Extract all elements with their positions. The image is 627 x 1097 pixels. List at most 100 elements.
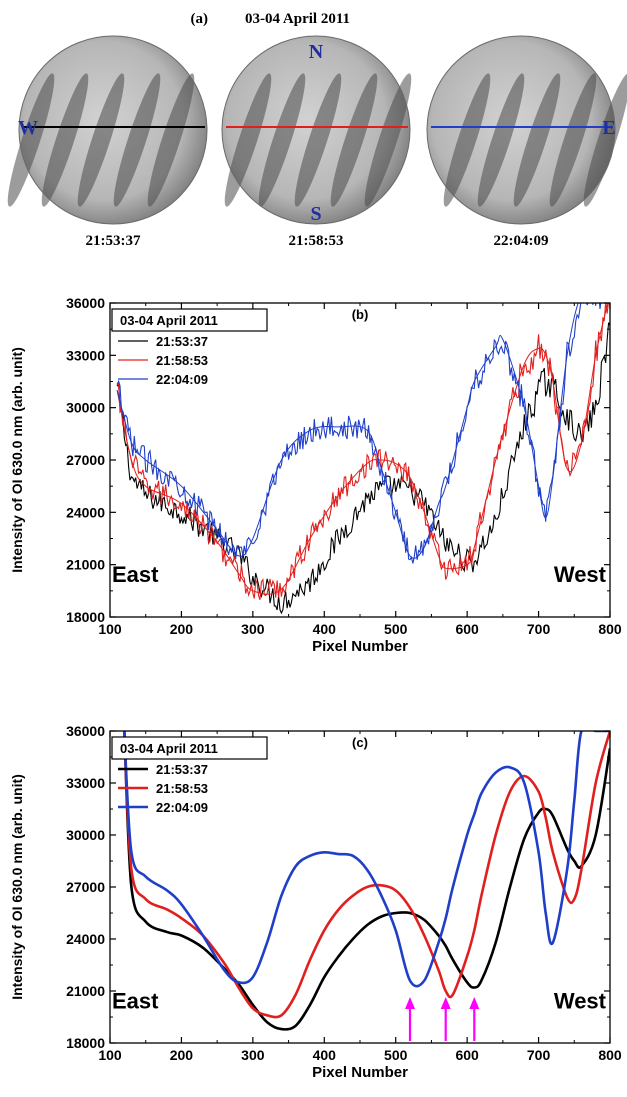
- airglow-band: [77, 73, 125, 207]
- y-tick-label: 24000: [66, 931, 105, 947]
- x-axis-label: Pixel Number: [312, 1064, 408, 1081]
- all-sky-images: [7, 35, 627, 225]
- direction-north: N: [309, 41, 324, 63]
- legend-entry: 21:58:53: [156, 353, 208, 368]
- airglow-band: [147, 73, 195, 207]
- annotation-west: West: [554, 562, 607, 587]
- y-tick-label: 18000: [66, 1035, 105, 1051]
- y-axis-label: Intensity of OI 630.0 nm (arb. unit): [9, 774, 25, 1000]
- x-tick-label: 500: [384, 621, 408, 637]
- legend-entry: 21:58:53: [156, 781, 208, 796]
- plot-area: [116, 303, 610, 615]
- x-tick-label: 700: [527, 621, 551, 637]
- series-21:58:53: [116, 303, 609, 600]
- direction-west: W: [18, 117, 38, 139]
- y-tick-label: 27000: [66, 452, 105, 468]
- x-tick-label: 600: [455, 1047, 479, 1063]
- sky-border: [426, 35, 616, 225]
- series-fit-line: [116, 303, 579, 559]
- panel-label: (c): [352, 735, 368, 750]
- panel-a-label: (a): [191, 11, 209, 27]
- legend: 03-04 April 2011 21:53:37 21:58:53 22:04:09: [111, 308, 268, 387]
- airglow-band: [7, 73, 55, 207]
- airglow-band: [477, 73, 525, 207]
- minimum-arrow: [440, 997, 451, 1041]
- series-22:04:09: [116, 303, 610, 564]
- series-line: [123, 731, 610, 1019]
- y-tick-label: 36000: [66, 295, 105, 311]
- airglow-band: [513, 73, 561, 207]
- frame-time: 21:53:37: [86, 233, 141, 249]
- y-tick-label: 21000: [66, 983, 105, 999]
- arrow-head: [405, 997, 415, 1009]
- y-axis-label: Intensity of OI 630.0 nm (arb. unit): [9, 347, 25, 573]
- panel-a-date: 03-04 April 2011: [245, 11, 350, 27]
- series-fit-line: [116, 303, 609, 595]
- y-tick-label: 18000: [66, 609, 105, 625]
- x-tick-label: 800: [598, 1047, 622, 1063]
- direction-south: S: [310, 203, 321, 225]
- sky-image: [426, 35, 627, 225]
- x-tick-label: 800: [598, 621, 622, 637]
- airglow-band: [224, 73, 272, 207]
- legend-title: 03-04 April 2011: [120, 313, 218, 328]
- legend-title-box: [111, 736, 268, 760]
- panel-label: (b): [352, 307, 369, 322]
- frame-time: 21:58:53: [289, 233, 344, 249]
- y-tick-label: 27000: [66, 879, 105, 895]
- annotation-east: East: [112, 988, 159, 1013]
- series-21:58:53: [123, 731, 610, 1019]
- direction-east: E: [602, 117, 615, 139]
- x-tick-label: 100: [98, 621, 122, 637]
- sky-image: [221, 35, 412, 225]
- airglow-band: [549, 73, 597, 207]
- series-noisy-line: [116, 303, 610, 564]
- y-tick-label: 36000: [66, 723, 105, 739]
- airglow-band: [583, 73, 627, 207]
- annotation-east: East: [112, 562, 159, 587]
- airglow-band: [443, 73, 491, 207]
- sky-border: [221, 35, 411, 225]
- chart-panel-c: 100 200 300 400 500 600 700 800 18000 21000 24000 2…: [9, 723, 622, 1081]
- y-tick-label: 30000: [66, 400, 105, 416]
- y-tick-label: 30000: [66, 827, 105, 843]
- airglow-band: [41, 73, 89, 207]
- legend-entry: 21:53:37: [156, 762, 208, 777]
- airglow-band: [330, 73, 378, 207]
- legend-entry: 22:04:09: [156, 800, 208, 815]
- plot-area: [123, 731, 610, 1031]
- series-22:04:09: [123, 731, 610, 988]
- legend-title-box: [111, 308, 268, 332]
- arrow-head: [440, 997, 451, 1009]
- airglow-band: [258, 73, 306, 207]
- airglow-band: [113, 73, 161, 207]
- legend-entry: 22:04:09: [156, 372, 208, 387]
- airglow-band: [294, 73, 342, 207]
- chart-panel-b: 100 200 300 400 500 600 700 800 18000 21000 24000 2…: [9, 295, 622, 655]
- y-tick-label: 21000: [66, 557, 105, 573]
- minimum-arrow: [405, 997, 415, 1041]
- y-tick-label: 24000: [66, 504, 105, 520]
- x-axis-label: Pixel Number: [312, 638, 408, 655]
- x-tick-label: 400: [313, 1047, 337, 1063]
- x-tick-label: 600: [455, 621, 479, 637]
- x-tick-label: 200: [170, 621, 194, 637]
- plot-frame: [109, 730, 611, 1044]
- series-line: [123, 731, 610, 988]
- sky-image: [7, 35, 208, 225]
- x-tick-label: 300: [241, 1047, 265, 1063]
- y-tick-label: 33000: [66, 775, 105, 791]
- arrow-head: [469, 997, 480, 1009]
- x-tick-label: 400: [313, 621, 337, 637]
- x-tick-label: 700: [527, 1047, 551, 1063]
- airglow-band: [364, 73, 412, 207]
- annotation-west: West: [554, 988, 607, 1013]
- legend-entry: 21:53:37: [156, 334, 208, 349]
- x-tick-label: 300: [241, 621, 265, 637]
- sky-border: [18, 35, 208, 225]
- x-tick-label: 500: [384, 1047, 408, 1063]
- y-tick-label: 33000: [66, 347, 105, 363]
- legend-title: 03-04 April 2011: [120, 741, 218, 756]
- frame-time: 22:04:09: [494, 233, 549, 249]
